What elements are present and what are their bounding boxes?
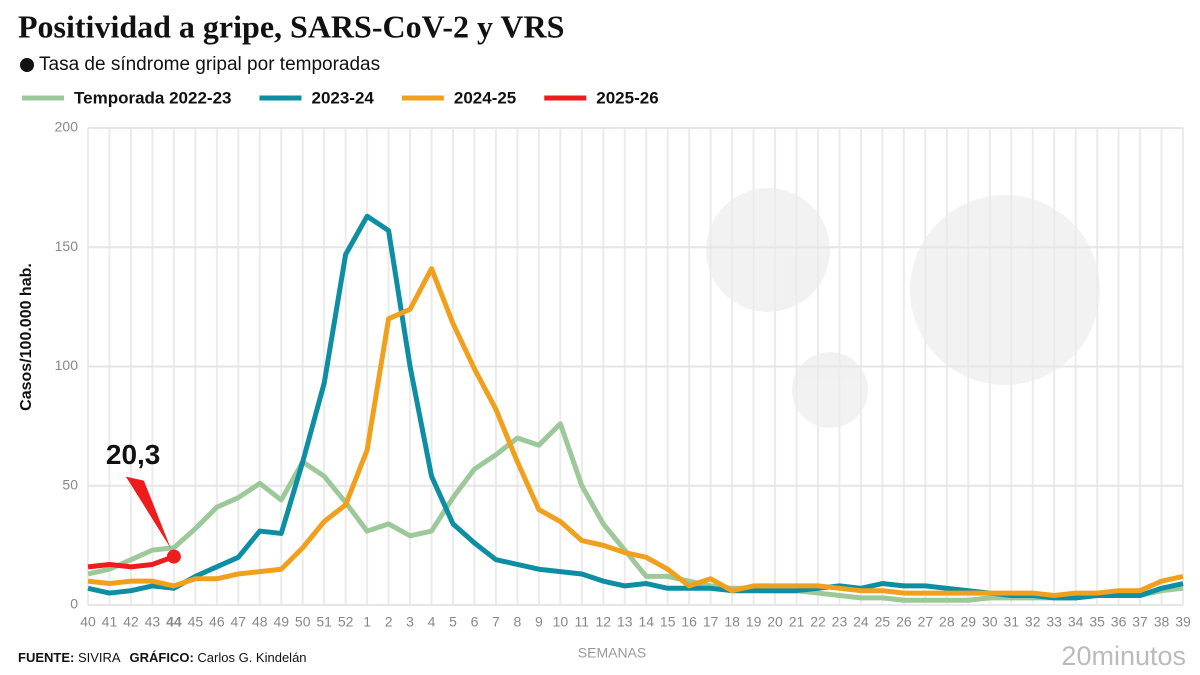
virus-decoration (706, 188, 1100, 428)
x-tick-label: 14 (638, 614, 654, 630)
x-tick-label: 23 (832, 614, 848, 630)
x-axis-label: SEMANAS (578, 645, 646, 661)
x-tick-label: 9 (535, 614, 543, 630)
x-tick-label: 44 (166, 614, 182, 630)
x-tick-label: 32 (1025, 614, 1041, 630)
y-tick-label: 150 (55, 238, 79, 254)
x-tick-label: 6 (471, 614, 479, 630)
x-tick-label: 17 (703, 614, 719, 630)
x-tick-label: 20 (767, 614, 783, 630)
y-axis-label: Casos/100.000 hab. (18, 263, 35, 411)
x-tick-label: 7 (492, 614, 500, 630)
series-line (87, 554, 175, 570)
source-text: SIVIRA (78, 650, 121, 665)
x-tick-label: 21 (789, 614, 805, 630)
legend-label: Temporada 2022-23 (74, 88, 231, 107)
x-tick-label: 8 (514, 614, 522, 630)
x-tick-label: 26 (896, 614, 912, 630)
label-pointer (125, 476, 171, 549)
x-tick-label: 28 (939, 614, 955, 630)
credit-label: GRÁFICO: (130, 650, 194, 665)
x-tick-label: 39 (1175, 614, 1191, 630)
x-tick-label: 37 (1132, 614, 1148, 630)
x-tick-label: 10 (553, 614, 569, 630)
x-tick-label: 16 (681, 614, 697, 630)
x-tick-label: 27 (918, 614, 934, 630)
x-tick-label: 30 (982, 614, 998, 630)
legend-label: 2023-24 (311, 88, 374, 107)
y-tick-label: 100 (55, 357, 79, 373)
x-tick-label: 41 (102, 614, 118, 630)
x-tick-label: 48 (252, 614, 268, 630)
x-tick-label: 13 (617, 614, 633, 630)
chart-title: Positividad a gripe, SARS-CoV-2 y VRS (18, 8, 564, 44)
x-tick-label: 4 (428, 614, 436, 630)
x-tick-label: 40 (80, 614, 96, 630)
x-tick-label: 50 (295, 614, 311, 630)
x-tick-label: 52 (338, 614, 354, 630)
x-tick-label: 22 (810, 614, 826, 630)
x-tick-label: 47 (231, 614, 247, 630)
x-tick-label: 1 (363, 614, 371, 630)
x-tick-label: 36 (1111, 614, 1127, 630)
series-line (87, 421, 1184, 603)
credit-text: Carlos G. Kindelán (197, 650, 306, 665)
x-tick-label: 49 (273, 614, 289, 630)
x-tick-label: 38 (1154, 614, 1170, 630)
y-tick-label: 200 (55, 119, 79, 135)
x-tick-label: 25 (875, 614, 891, 630)
x-tick-label: 34 (1068, 614, 1084, 630)
x-tick-label: 15 (660, 614, 676, 630)
x-tick-label: 35 (1089, 614, 1105, 630)
y-tick-label: 0 (70, 596, 78, 612)
x-tick-label: 45 (188, 614, 204, 630)
x-tick-label: 5 (449, 614, 457, 630)
x-tick-label: 46 (209, 614, 225, 630)
y-tick-label: 50 (62, 476, 78, 492)
logo: 20minutos (1061, 641, 1186, 671)
legend-label: 2025-26 (596, 88, 658, 107)
value-label: 20,3 (106, 439, 161, 470)
subtitle-bullet (20, 58, 34, 72)
x-tick-label: 51 (316, 614, 332, 630)
series-line (87, 266, 1184, 598)
x-tick-label: 29 (961, 614, 977, 630)
chart-subtitle: Tasa de síndrome gripal por temporadas (39, 54, 380, 75)
x-tick-label: 31 (1003, 614, 1019, 630)
x-tick-label: 24 (853, 614, 869, 630)
source: FUENTE: SIVIRA GRÁFICO: Carlos G. Kindel… (18, 650, 307, 665)
end-point (166, 549, 181, 564)
x-tick-label: 2 (385, 614, 393, 630)
x-tick-label: 3 (406, 614, 414, 630)
x-tick-label: 11 (575, 614, 590, 630)
x-tick-label: 18 (724, 614, 740, 630)
x-tick-label: 42 (123, 614, 139, 630)
x-tick-label: 19 (746, 614, 762, 630)
x-tick-label: 12 (596, 614, 612, 630)
legend-label: 2024-25 (454, 88, 516, 107)
x-tick-label: 33 (1046, 614, 1062, 630)
source-label: FUENTE: (18, 650, 74, 665)
x-tick-label: 43 (145, 614, 161, 630)
